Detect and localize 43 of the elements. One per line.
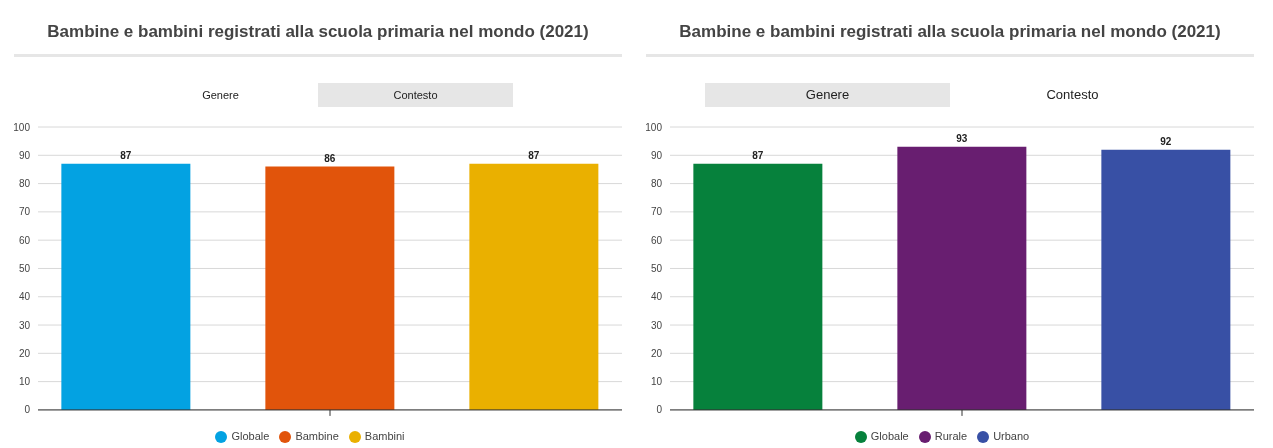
y-tick-label: 50 [650,263,663,274]
bar [1101,149,1231,410]
y-tick-label: 40 [650,291,663,303]
data-label: 87 [752,149,764,161]
chart-title: Bambine e bambini registrati alla scuola primaria nel mondo (2021) [646,8,1254,57]
data-label: 92 [1160,135,1172,147]
y-tick-label: 80 [18,178,31,190]
y-tick-label: 20 [18,347,31,359]
bar [897,146,1027,410]
text: Contesto [318,83,513,107]
data-label: 93 [956,132,968,144]
y-tick-label: 30 [650,319,663,331]
y-tick-label: 100 [645,121,663,133]
text: Contesto [1045,86,1100,104]
y-tick-label: 30 [18,319,31,331]
y-tick-label: 50 [18,263,31,274]
legend-label: Bambini [364,429,405,442]
data-label: 86 [324,152,336,164]
data-label: 87 [528,149,540,161]
y-tick-label: 90 [650,149,663,161]
legend-label: Globale [870,429,909,442]
y-tick-label: 70 [650,206,663,218]
legend-label: Bambine [295,429,339,442]
y-tick-label: 70 [18,206,31,218]
legend-label: Rurale [934,429,968,442]
y-tick-label: 90 [18,149,31,161]
y-tick-label: 10 [18,376,31,388]
y-tick-label: 60 [18,234,31,246]
y-tick-label: 0 [656,404,663,416]
y-tick-label: 60 [650,234,663,246]
legend-label: Urbano [993,429,1030,442]
text: Genere [705,83,950,107]
chart-title: Bambine e bambini registrati alla scuola primaria nel mondo (2021) [14,8,622,57]
legend-label: Globale [231,429,270,442]
y-tick-label: 10 [650,376,663,388]
y-tick-label: 0 [24,404,31,416]
data-label: 87 [120,149,132,161]
y-tick-label: 20 [650,347,663,359]
y-tick-label: 100 [13,121,31,133]
y-tick-label: 80 [650,178,663,190]
y-tick-label: 40 [18,291,31,303]
bar [693,163,823,410]
text: Genere [201,88,240,103]
